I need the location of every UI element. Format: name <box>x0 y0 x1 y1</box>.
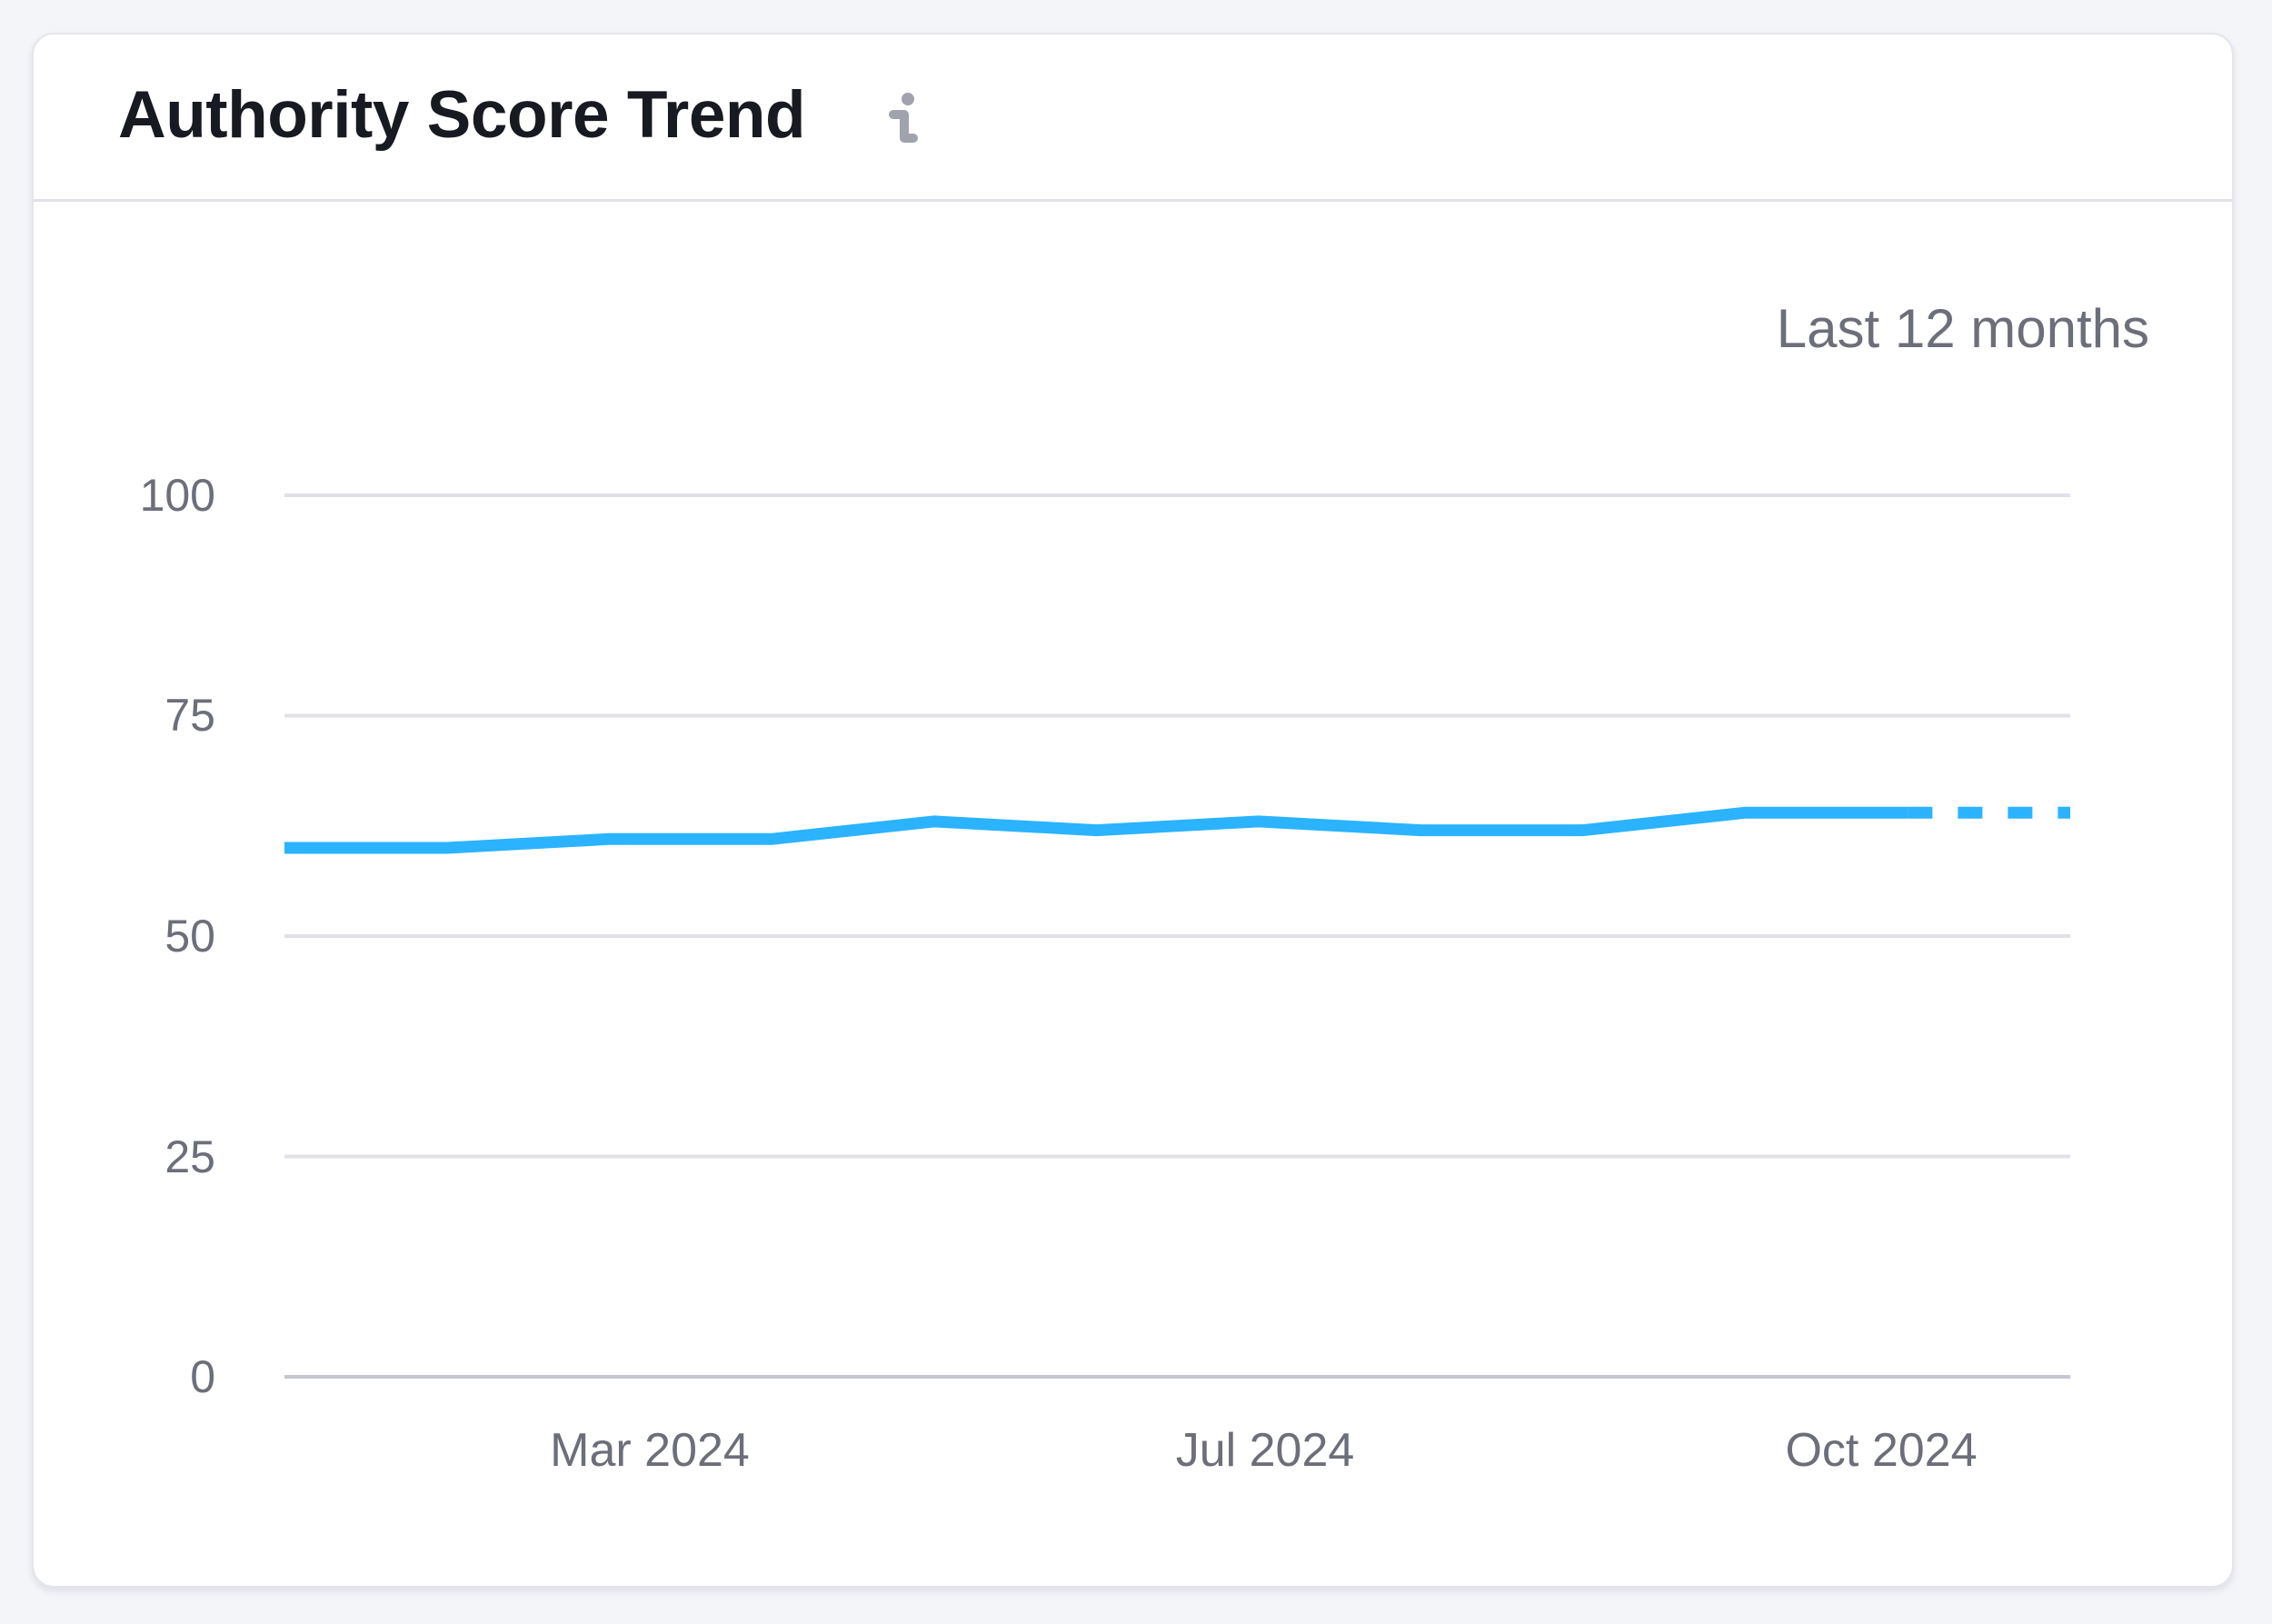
y-axis-label: 50 <box>164 911 215 961</box>
y-axis-label: 25 <box>164 1131 215 1182</box>
info-icon[interactable] <box>888 91 919 149</box>
y-axis-label: 75 <box>164 690 215 741</box>
y-axis-label: 100 <box>139 470 215 521</box>
x-axis-label: Oct 2024 <box>1785 1424 1978 1477</box>
card-header: Authority Score Trend <box>34 35 2232 202</box>
period-label: Last 12 months <box>1776 298 2149 359</box>
authority-score-card: Authority Score Trend <box>32 33 2234 1588</box>
x-axis-label: Mar 2024 <box>550 1424 750 1477</box>
x-axis-label: Jul 2024 <box>1175 1424 1355 1477</box>
y-axis-label: 0 <box>190 1351 215 1402</box>
card-title: Authority Score Trend <box>118 78 806 152</box>
